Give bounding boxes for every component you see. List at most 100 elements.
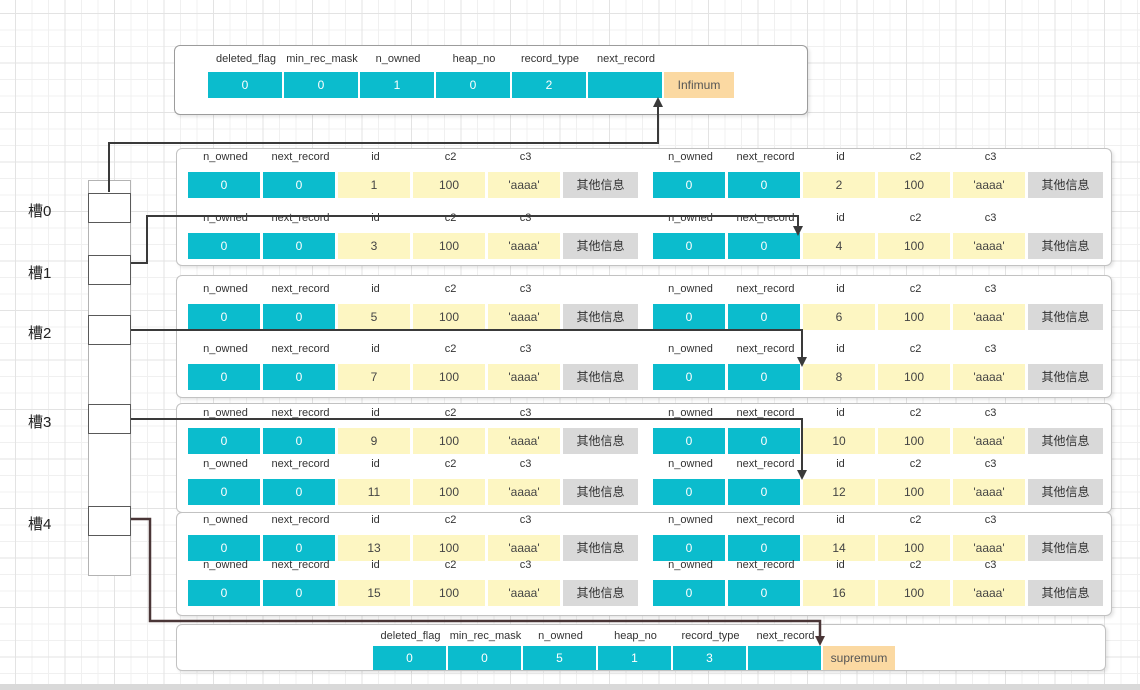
record-cell-c2: 100 bbox=[413, 580, 485, 606]
record-cells: 0 0 10 100 'aaaa' 其他信息 bbox=[653, 428, 1105, 454]
record-cell-n-owned: 0 bbox=[188, 428, 260, 454]
record-cell-next-record: 0 bbox=[263, 479, 335, 505]
record-cell-c2: 100 bbox=[413, 304, 485, 330]
user-record: n_owned next_record id c2 c3 0 0 8 100 '… bbox=[653, 343, 1105, 390]
record-field-headers: n_owned next_record id c2 c3 bbox=[188, 407, 640, 419]
slot-box-3 bbox=[88, 404, 131, 434]
header-n-owned: n_owned bbox=[668, 283, 713, 295]
user-record: n_owned next_record id c2 c3 0 0 7 100 '… bbox=[188, 343, 640, 390]
record-cell-c2: 100 bbox=[413, 428, 485, 454]
header-id: id bbox=[371, 283, 380, 295]
record-cell-c2: 100 bbox=[413, 479, 485, 505]
record-cell-extra-info: 其他信息 bbox=[563, 535, 638, 561]
header-c3: c3 bbox=[519, 407, 532, 419]
record-cell-next-record: 0 bbox=[263, 535, 335, 561]
record-cell-c3: 'aaaa' bbox=[488, 304, 560, 330]
record-group-box-4: n_owned next_record id c2 c3 0 0 13 100 … bbox=[176, 512, 1112, 616]
header-c3: c3 bbox=[984, 283, 997, 295]
header-c3: c3 bbox=[519, 283, 532, 295]
record-cell-next-record: 0 bbox=[263, 233, 335, 259]
record-cell-extra-info: 其他信息 bbox=[1028, 364, 1103, 390]
record-cell-c2: 100 bbox=[878, 233, 950, 259]
header-id: id bbox=[836, 212, 845, 224]
record-field-headers: n_owned next_record id c2 c3 bbox=[188, 559, 640, 571]
header-next-record: next_record bbox=[736, 514, 795, 526]
record-cell-id: 12 bbox=[803, 479, 875, 505]
header-next-record: next_record bbox=[271, 212, 330, 224]
header-n-owned: n_owned bbox=[668, 559, 713, 571]
record-cell-extra-info: 其他信息 bbox=[563, 364, 638, 390]
record-cell-id: 5 bbox=[338, 304, 410, 330]
header-n-owned: n_owned bbox=[203, 212, 248, 224]
header-id: id bbox=[836, 407, 845, 419]
header-heap-no: heap_no bbox=[614, 630, 657, 642]
record-cell-extra-info: 其他信息 bbox=[563, 479, 638, 505]
record-cell-n-owned: 0 bbox=[188, 479, 260, 505]
header-id: id bbox=[836, 151, 845, 163]
record-cell-id: 8 bbox=[803, 364, 875, 390]
record-cell-c3: 'aaaa' bbox=[488, 535, 560, 561]
header-next-record: next_record bbox=[271, 514, 330, 526]
supremum-field-headers: deleted_flag min_rec_mask n_owned heap_n… bbox=[373, 630, 823, 642]
header-c3: c3 bbox=[984, 407, 997, 419]
header-n-owned: n_owned bbox=[203, 458, 248, 470]
record-cell-c3: 'aaaa' bbox=[953, 364, 1025, 390]
infimum-n-owned: 1 bbox=[360, 72, 434, 98]
header-n-owned: n_owned bbox=[538, 630, 583, 642]
record-cell-next-record: 0 bbox=[728, 428, 800, 454]
header-n-owned: n_owned bbox=[203, 343, 248, 355]
supremum-record-box: deleted_flag min_rec_mask n_owned heap_n… bbox=[176, 624, 1106, 671]
record-field-headers: n_owned next_record id c2 c3 bbox=[653, 212, 1105, 224]
header-n-owned: n_owned bbox=[668, 407, 713, 419]
header-n-owned: n_owned bbox=[203, 559, 248, 571]
record-cell-c3: 'aaaa' bbox=[488, 233, 560, 259]
header-c2: c2 bbox=[444, 151, 457, 163]
record-cell-c3: 'aaaa' bbox=[953, 535, 1025, 561]
record-group-box-3: n_owned next_record id c2 c3 0 0 9 100 '… bbox=[176, 403, 1112, 513]
header-next-record: next_record bbox=[756, 630, 815, 642]
header-n-owned: n_owned bbox=[375, 53, 421, 65]
record-cells: 0 0 1 100 'aaaa' 其他信息 bbox=[188, 172, 640, 198]
supremum-n-owned: 5 bbox=[523, 646, 596, 670]
slot-box-0 bbox=[88, 193, 131, 223]
header-next-record: next_record bbox=[271, 343, 330, 355]
record-cell-n-owned: 0 bbox=[653, 233, 725, 259]
header-next-record: next_record bbox=[271, 559, 330, 571]
slot-label-0: 槽0 bbox=[28, 203, 52, 220]
header-c3: c3 bbox=[519, 151, 532, 163]
record-cell-id: 4 bbox=[803, 233, 875, 259]
header-n-owned: n_owned bbox=[203, 283, 248, 295]
record-cell-next-record: 0 bbox=[728, 364, 800, 390]
record-cell-id: 13 bbox=[338, 535, 410, 561]
supremum-record-type: 3 bbox=[673, 646, 746, 670]
record-cell-n-owned: 0 bbox=[653, 304, 725, 330]
record-cell-next-record: 0 bbox=[263, 580, 335, 606]
supremum-min-rec-mask: 0 bbox=[448, 646, 521, 670]
slot-box-1 bbox=[88, 255, 131, 285]
user-record: n_owned next_record id c2 c3 0 0 14 100 … bbox=[653, 514, 1105, 561]
header-next-record: next_record bbox=[271, 283, 330, 295]
record-cell-extra-info: 其他信息 bbox=[1028, 580, 1103, 606]
header-c2: c2 bbox=[444, 212, 457, 224]
record-cell-n-owned: 0 bbox=[188, 233, 260, 259]
infimum-next-record bbox=[588, 72, 662, 98]
infimum-record-type: 2 bbox=[512, 72, 586, 98]
user-record: n_owned next_record id c2 c3 0 0 13 100 … bbox=[188, 514, 640, 561]
record-cell-c2: 100 bbox=[413, 233, 485, 259]
user-record: n_owned next_record id c2 c3 0 0 4 100 '… bbox=[653, 212, 1105, 259]
record-cell-extra-info: 其他信息 bbox=[1028, 304, 1103, 330]
record-cell-extra-info: 其他信息 bbox=[1028, 428, 1103, 454]
record-group-box-2: n_owned next_record id c2 c3 0 0 5 100 '… bbox=[176, 275, 1112, 398]
header-n-owned: n_owned bbox=[668, 151, 713, 163]
header-next-record: next_record bbox=[596, 53, 656, 65]
user-record: n_owned next_record id c2 c3 0 0 10 100 … bbox=[653, 407, 1105, 454]
canvas-bottom-edge bbox=[0, 684, 1140, 690]
record-cell-next-record: 0 bbox=[263, 304, 335, 330]
header-c2: c2 bbox=[444, 343, 457, 355]
record-field-headers: n_owned next_record id c2 c3 bbox=[188, 514, 640, 526]
record-cell-c2: 100 bbox=[878, 479, 950, 505]
header-next-record: next_record bbox=[271, 458, 330, 470]
header-c3: c3 bbox=[984, 559, 997, 571]
header-c3: c3 bbox=[984, 458, 997, 470]
